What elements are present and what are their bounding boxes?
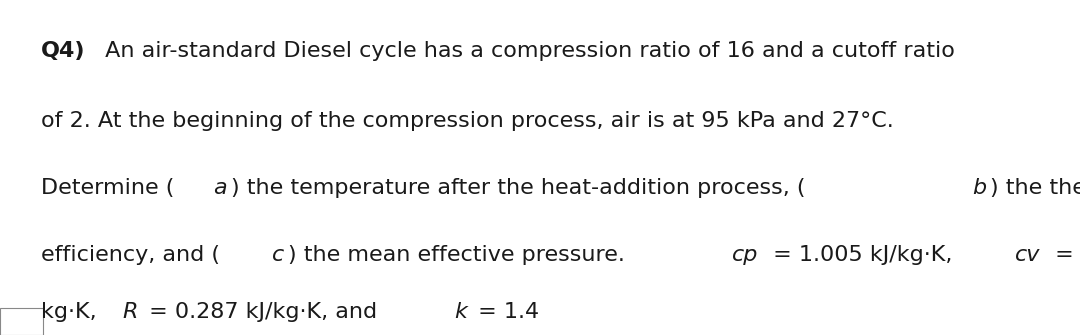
Text: kg·K,: kg·K,	[41, 302, 104, 322]
Text: = 1.005 kJ/kg·K,: = 1.005 kJ/kg·K,	[766, 245, 959, 265]
Text: ) the thermal: ) the thermal	[990, 178, 1080, 198]
Text: cp: cp	[731, 245, 758, 265]
Text: = 0.287 kJ/kg·K, and: = 0.287 kJ/kg·K, and	[141, 302, 384, 322]
Text: ) the temperature after the heat-addition process, (: ) the temperature after the heat-additio…	[231, 178, 806, 198]
Text: k: k	[455, 302, 468, 322]
Text: R: R	[122, 302, 137, 322]
Text: efficiency, and (: efficiency, and (	[41, 245, 220, 265]
Text: Determine (: Determine (	[41, 178, 174, 198]
Text: of 2. At the beginning of the compression process, air is at 95 kPa and 27°C.: of 2. At the beginning of the compressio…	[41, 111, 894, 131]
Text: cv: cv	[1015, 245, 1041, 265]
Text: = 0.718 kJ/: = 0.718 kJ/	[1048, 245, 1080, 265]
Text: An air-standard Diesel cycle has a compression ratio of 16 and a cutoff ratio: An air-standard Diesel cycle has a compr…	[98, 41, 956, 61]
Text: ) the mean effective pressure.: ) the mean effective pressure.	[287, 245, 632, 265]
Text: b: b	[972, 178, 986, 198]
Text: a: a	[213, 178, 227, 198]
Text: c: c	[272, 245, 284, 265]
Text: Q4): Q4)	[41, 41, 85, 61]
Bar	[0, 308, 43, 335]
Text: = 1.4: = 1.4	[471, 302, 539, 322]
